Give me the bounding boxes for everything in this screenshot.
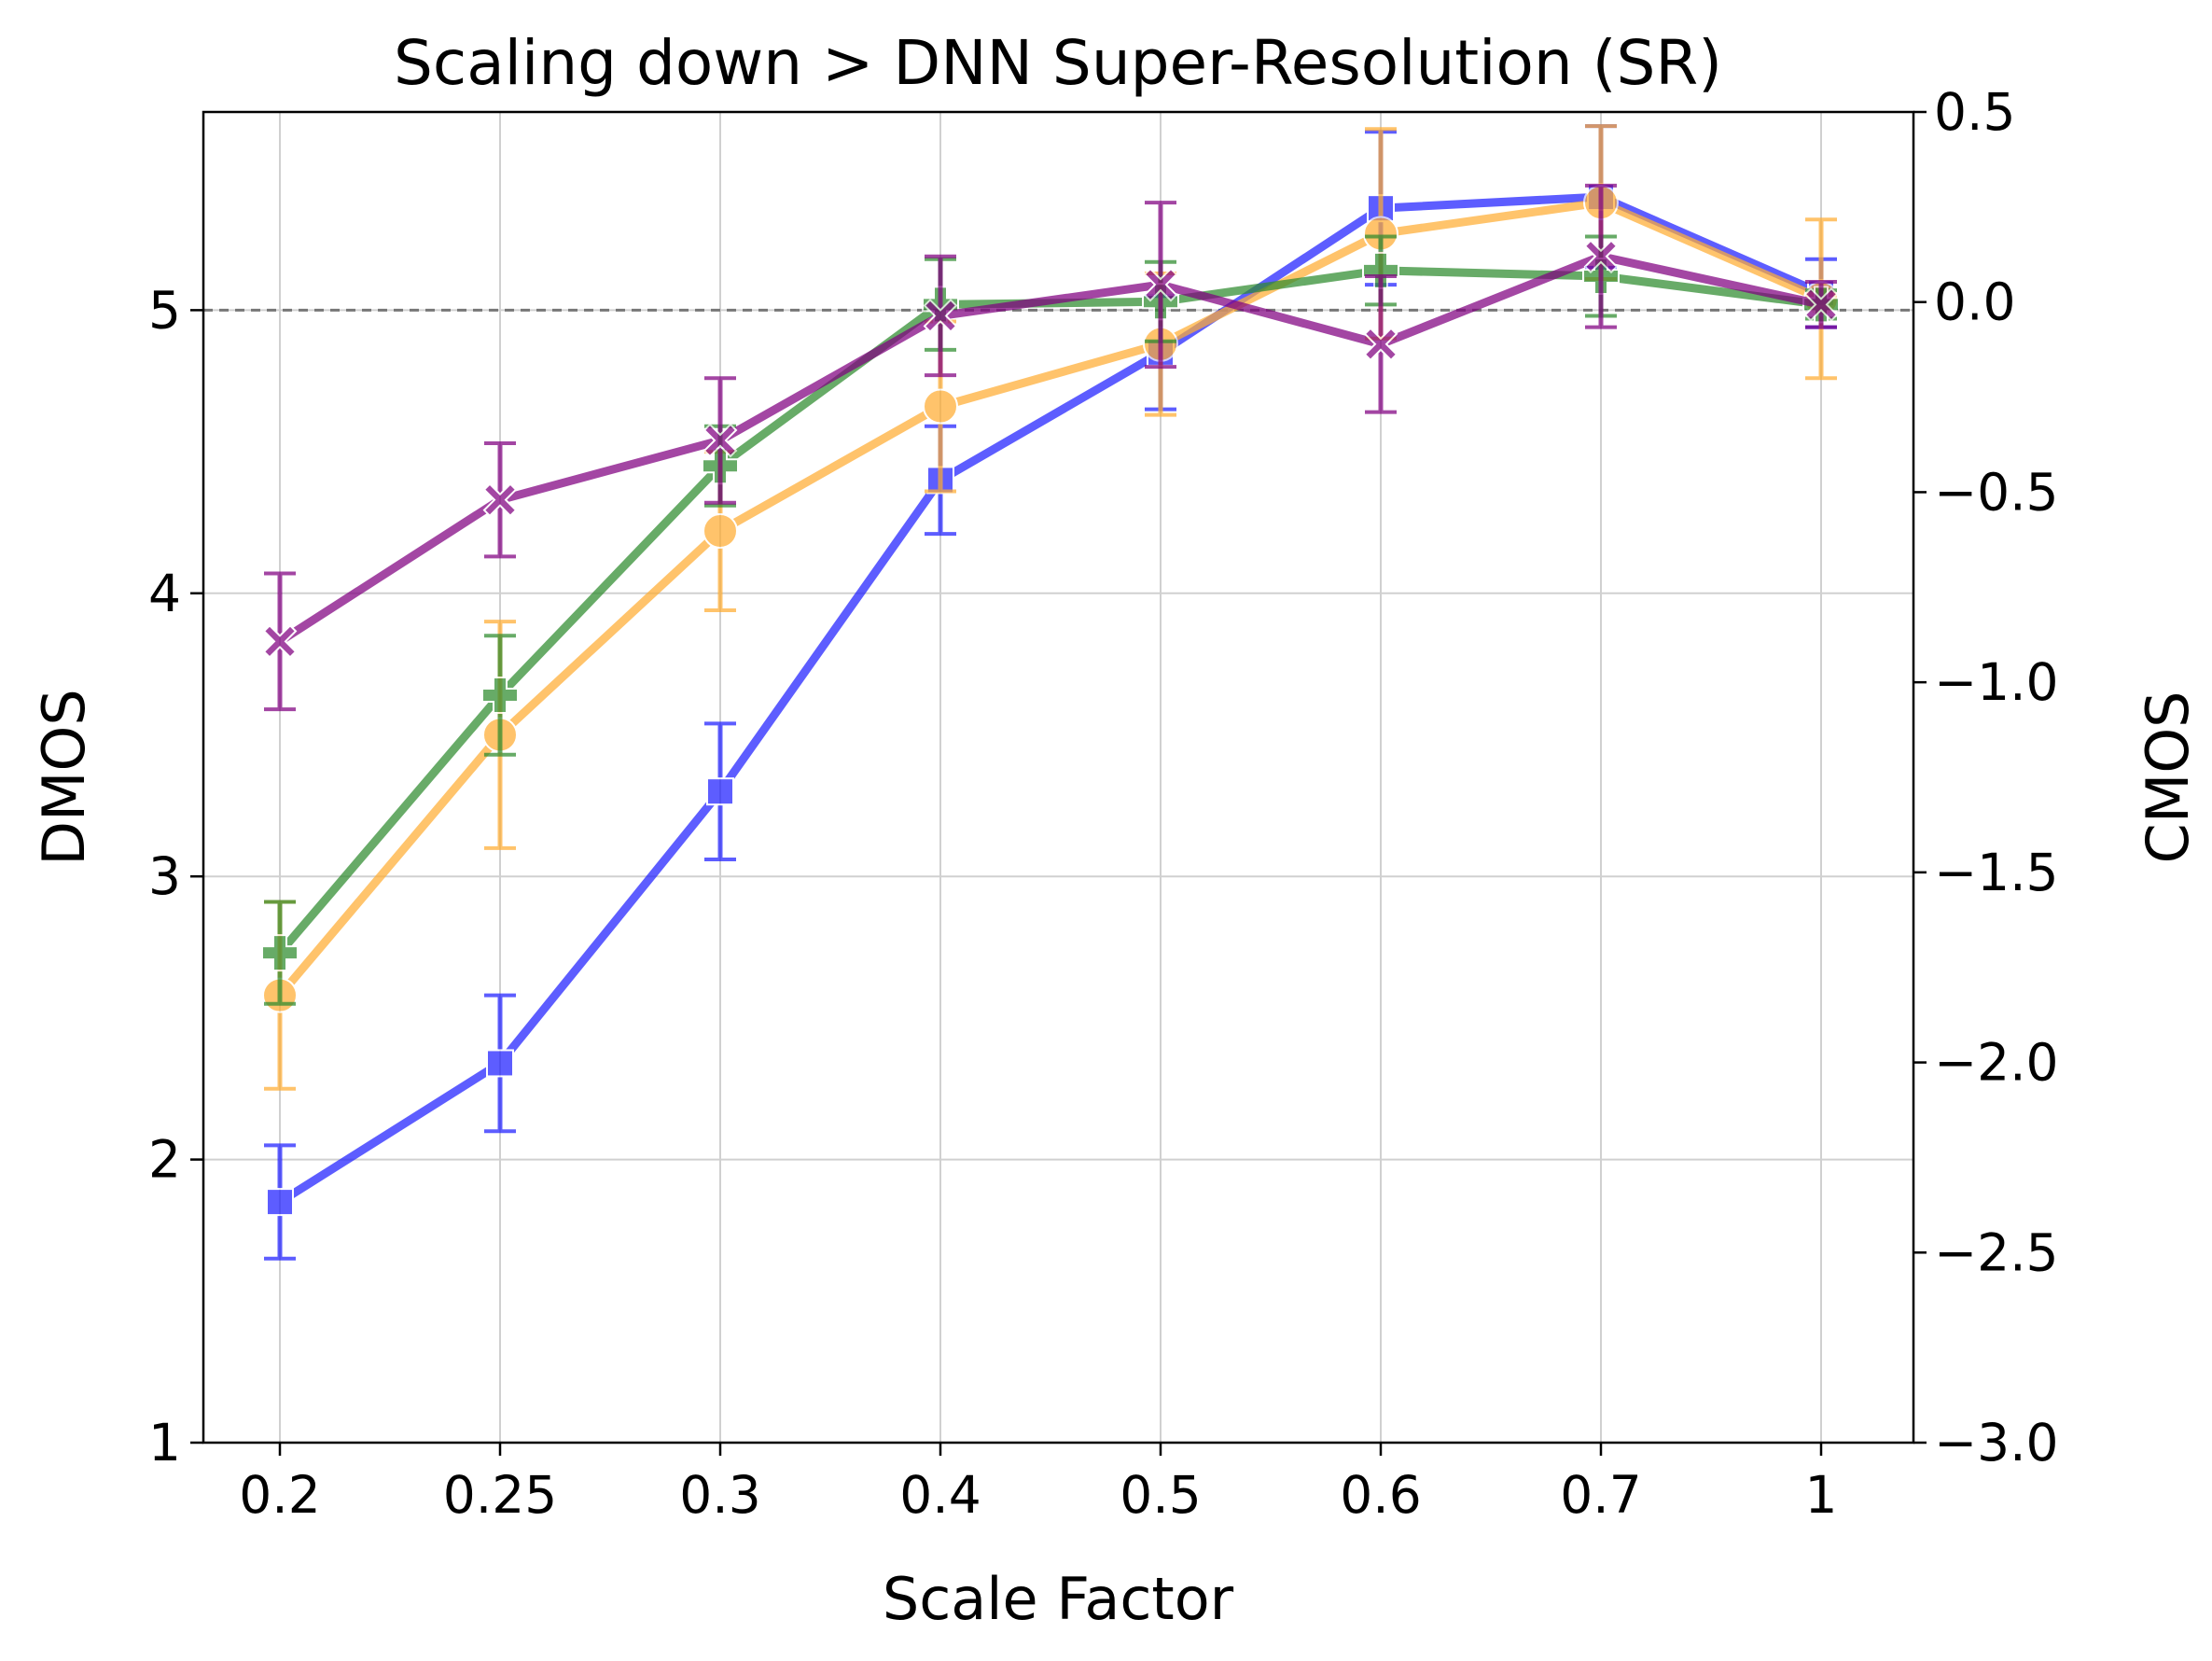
x-axis-title: Scale Factor — [883, 1565, 1234, 1633]
series-line — [276, 198, 1823, 998]
x-tick-label: 1 — [1805, 1465, 1838, 1525]
y-tick-label: 5 — [148, 280, 181, 340]
y2-tick-label: −3.0 — [1934, 1413, 2059, 1473]
data-point — [703, 513, 738, 550]
y-tick-label: 4 — [148, 564, 181, 623]
data-point — [486, 1049, 514, 1078]
y2-tick-label: −1.5 — [1934, 843, 2059, 902]
data-point — [266, 1188, 294, 1217]
y2-tick-label: −1.0 — [1934, 652, 2059, 712]
x-tick-label: 0.5 — [1120, 1465, 1201, 1525]
data-point — [481, 677, 519, 715]
y2-axis-title: CMOS — [2134, 691, 2202, 864]
y-axis-title: DMOS — [30, 689, 98, 865]
x-tick-label: 0.25 — [443, 1465, 557, 1525]
axis-ticks: 0.2 0.25 0.3 0.4 0.5 0.6 0.7 1 1 2 3 4 5 −3.0 −2.5 −2.0… — [148, 82, 2059, 1525]
data-point — [482, 482, 518, 518]
y2-tick-label: −2.5 — [1934, 1222, 2059, 1282]
data-point — [1363, 327, 1398, 362]
x-tick-label: 0.7 — [1560, 1465, 1641, 1525]
y2-tick-label: 0.0 — [1934, 272, 2015, 332]
x-tick-label: 0.4 — [899, 1465, 981, 1525]
x-tick-label: 0.6 — [1340, 1465, 1421, 1525]
plot-frame — [202, 110, 1915, 1445]
series-layer — [261, 124, 1840, 1261]
data-point — [1803, 286, 1839, 322]
y2-tick-label: −2.0 — [1934, 1033, 2059, 1093]
data-point — [703, 423, 738, 458]
series-purple — [262, 183, 1839, 712]
data-point — [923, 299, 958, 333]
data-point — [1362, 251, 1399, 289]
series-line — [277, 192, 1823, 1206]
data-point — [1583, 239, 1619, 274]
y2-tick-label: 0.5 — [1934, 82, 2015, 142]
y-tick-label: 1 — [148, 1413, 181, 1473]
y-tick-label: 2 — [148, 1130, 181, 1190]
series-line — [277, 252, 1822, 646]
data-point — [262, 623, 298, 659]
x-tick-label: 0.3 — [679, 1465, 760, 1525]
data-point — [923, 388, 958, 425]
x-tick-label: 0.2 — [239, 1465, 320, 1525]
data-point — [706, 777, 734, 806]
data-point — [261, 934, 299, 972]
chart-title: Scaling down > DNN Super-Resolution (SR) — [394, 27, 1722, 99]
data-point — [1143, 267, 1178, 302]
y2-tick-label: −0.5 — [1934, 462, 2059, 522]
y-tick-label: 3 — [148, 846, 181, 906]
